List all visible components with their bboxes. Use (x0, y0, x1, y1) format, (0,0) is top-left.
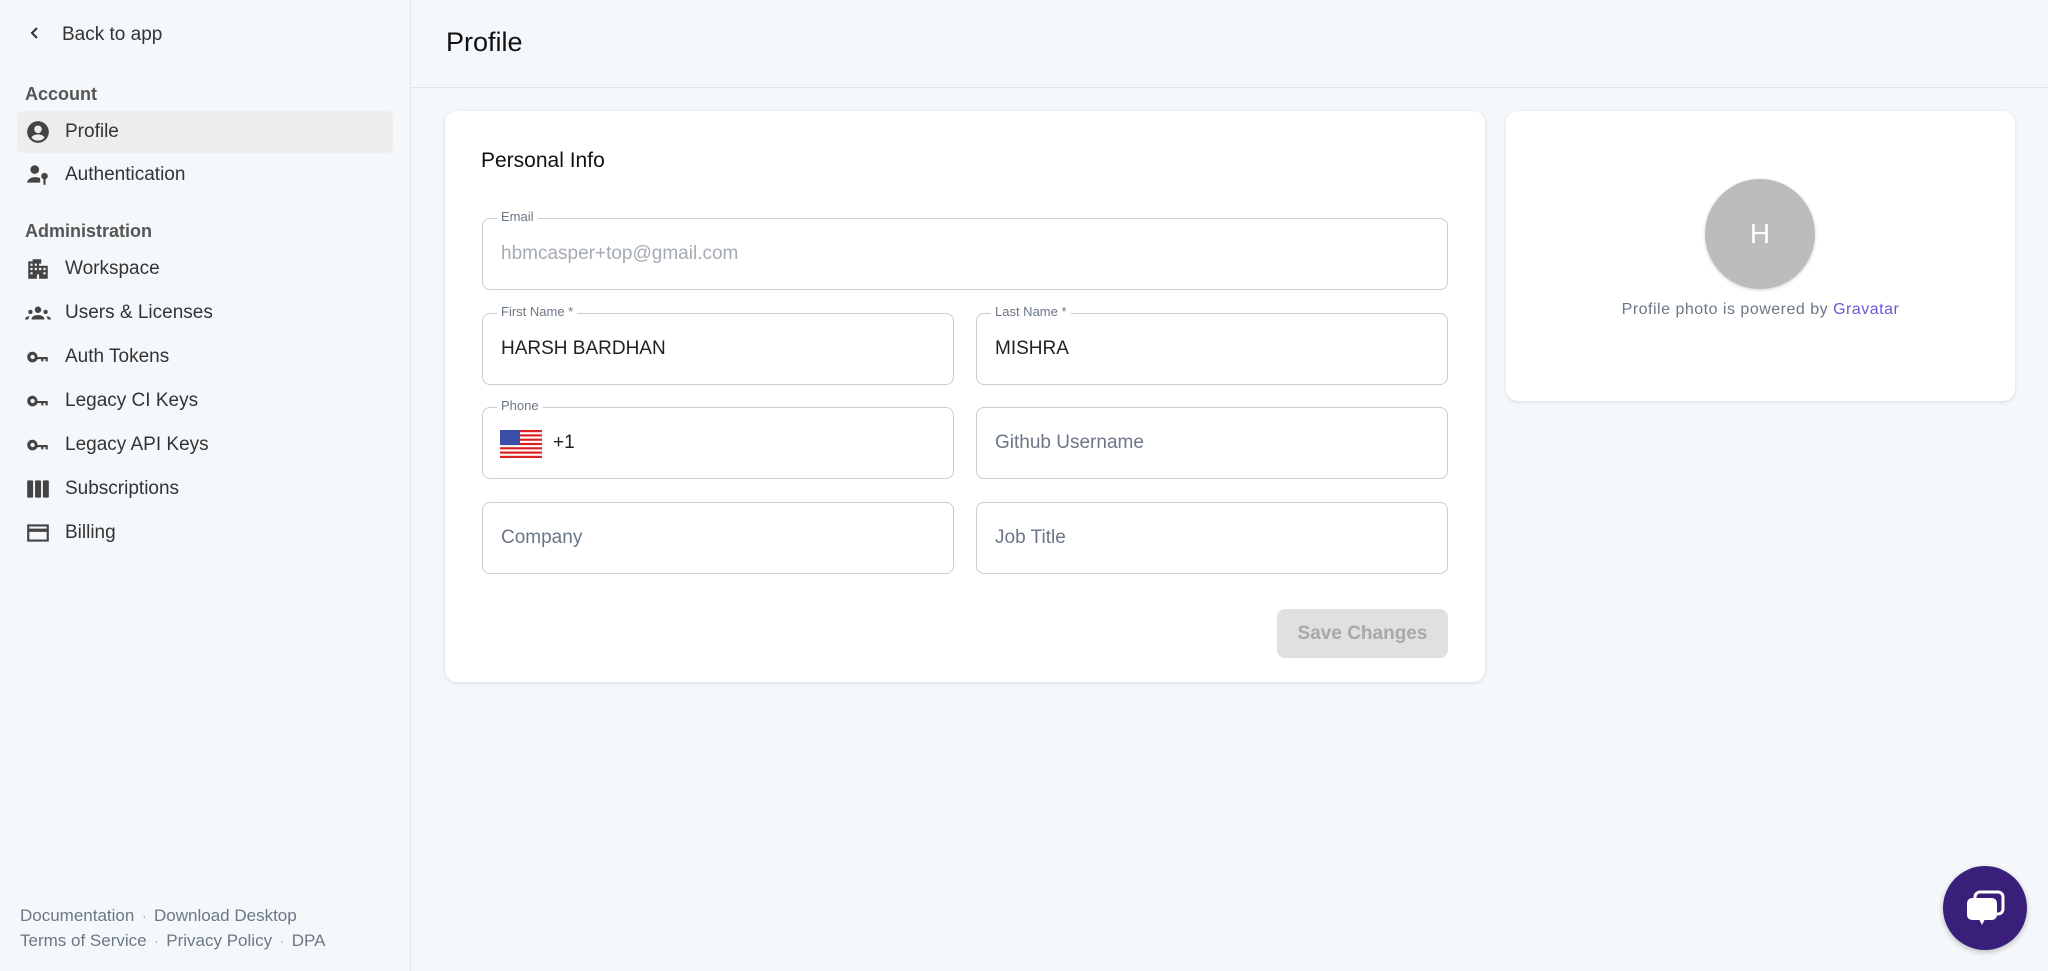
email-field[interactable]: Email hbmcasper+top@gmail.com (482, 209, 1448, 290)
personal-info-card: Personal Info (445, 111, 1485, 682)
separator: · (280, 935, 284, 948)
caption-text: Profile photo is powered by (1621, 301, 1829, 318)
sidebar-item-auth-tokens[interactable]: Auth Tokens (17, 336, 393, 378)
sidebar-item-label: Legacy CI Keys (65, 390, 199, 411)
last-name-field[interactable]: Last Name * MISHRA (976, 304, 1448, 385)
gravatar-caption: Profile photo is powered by Gravatar (1506, 301, 2015, 319)
sidebar-item-label: Subscriptions (65, 478, 180, 499)
sidebar-item-billing[interactable]: Billing (17, 512, 393, 554)
privacy-link[interactable]: Privacy Policy (166, 931, 273, 950)
email-value: hbmcasper+top@gmail.com (501, 243, 739, 264)
phone-field[interactable]: Phone +1 (482, 398, 954, 479)
personal-info-title: Personal Info (481, 149, 605, 172)
back-label: Back to app (62, 24, 163, 45)
sidebar-item-label: Workspace (65, 258, 160, 279)
terms-link[interactable]: Terms of Service (20, 931, 147, 950)
columns-icon (27, 480, 49, 498)
first-name-label: First Name * (497, 304, 578, 319)
footer-links-row-2: Terms of Service · Privacy Policy · DPA (20, 931, 325, 951)
chat-bubble-icon (1967, 890, 2005, 925)
group-icon (25, 306, 51, 320)
github-username-field[interactable]: Github Username (976, 407, 1448, 479)
chat-support-button[interactable] (1943, 866, 2027, 950)
user-key-icon (27, 165, 48, 185)
separator: · (154, 935, 159, 948)
account-circle-icon (27, 121, 49, 143)
sidebar-item-workspace[interactable]: Workspace (17, 248, 393, 290)
footer-links-row-1: Documentation · Download Desktop (20, 906, 297, 926)
chevron-left-icon (28, 24, 42, 46)
gravatar-link[interactable]: Gravatar (1833, 301, 1900, 318)
job-title-placeholder: Job Title (995, 527, 1066, 548)
us-flag-icon[interactable] (500, 430, 542, 458)
separator: · (142, 910, 147, 923)
sidebar-item-label: Legacy API Keys (65, 434, 209, 455)
last-name-value: MISHRA (995, 338, 1069, 359)
page-title: Profile (446, 27, 523, 57)
last-name-label: Last Name * (991, 304, 1071, 319)
administration-heading: Administration (25, 221, 153, 241)
sidebar-item-users-licenses[interactable]: Users & Licenses (17, 292, 393, 334)
first-name-value: HARSH BARDHAN (501, 338, 666, 359)
sidebar-item-label: Billing (65, 522, 116, 543)
dpa-link[interactable]: DPA (291, 931, 326, 950)
sidebar-item-authentication[interactable]: Authentication (17, 154, 393, 196)
sidebar-item-label: Profile (65, 121, 119, 142)
sidebar: Back to app Account Profile Authenticati… (0, 0, 411, 971)
key-icon (27, 351, 48, 363)
save-changes-button[interactable]: Save Changes (1277, 609, 1448, 658)
first-name-field[interactable]: First Name * HARSH BARDHAN (482, 304, 954, 385)
company-placeholder: Company (501, 527, 583, 548)
sidebar-item-label: Authentication (65, 164, 186, 185)
sidebar-item-subscriptions[interactable]: Subscriptions (17, 468, 393, 510)
company-field[interactable]: Company (482, 502, 954, 574)
key-icon (27, 395, 48, 407)
sidebar-item-legacy-api-keys[interactable]: Legacy API Keys (17, 424, 393, 466)
back-to-app-link[interactable]: Back to app (28, 24, 162, 46)
avatar: H (1705, 179, 1815, 289)
building-icon (28, 259, 48, 279)
account-heading: Account (25, 84, 97, 104)
email-label: Email (497, 209, 538, 224)
sidebar-item-label: Users & Licenses (65, 302, 213, 323)
page-header: Profile (411, 0, 2048, 88)
sidebar-item-label: Auth Tokens (65, 346, 170, 367)
sidebar-item-legacy-ci-keys[interactable]: Legacy CI Keys (17, 380, 393, 422)
download-desktop-link[interactable]: Download Desktop (154, 906, 297, 925)
documentation-link[interactable]: Documentation (20, 906, 135, 925)
github-placeholder: Github Username (995, 432, 1144, 453)
phone-country-code: +1 (553, 432, 575, 453)
key-icon (27, 439, 48, 451)
credit-card-icon (27, 524, 49, 542)
job-title-field[interactable]: Job Title (976, 502, 1448, 574)
phone-label: Phone (497, 398, 543, 413)
sidebar-item-profile[interactable]: Profile (17, 111, 393, 153)
